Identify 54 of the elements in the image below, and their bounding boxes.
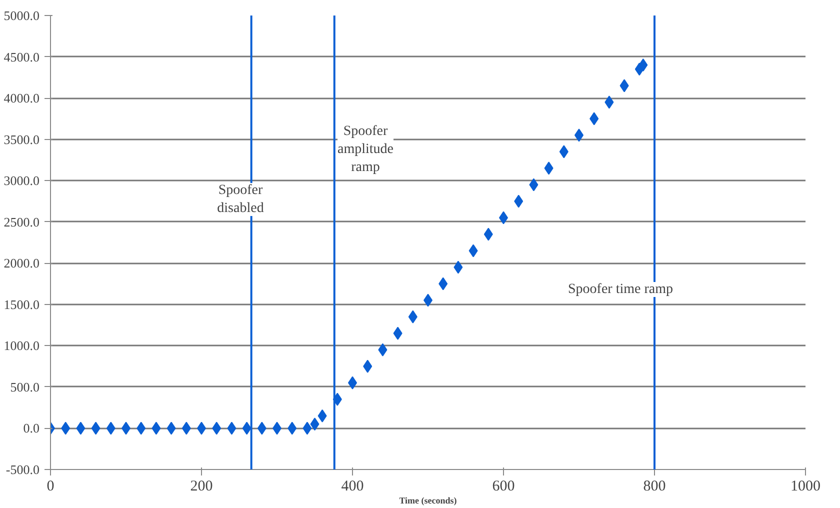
point	[136, 422, 146, 435]
point	[559, 145, 568, 158]
point	[454, 260, 463, 274]
y-tick-label: 2500.0	[4, 214, 40, 230]
point	[212, 422, 222, 435]
y-tick-label: 3500.0	[4, 132, 40, 147]
point	[604, 96, 614, 109]
x-tick-label: 800	[643, 478, 666, 494]
y-tick-label: 500.0	[10, 379, 40, 394]
point	[514, 194, 524, 208]
point	[288, 422, 297, 435]
y-tick-label: 4000.0	[4, 90, 40, 106]
point	[438, 277, 448, 290]
y-tick-label: 2000.0	[4, 256, 40, 271]
y-tick-label: 0.0	[23, 420, 40, 436]
annotation: Spoofer amplitude ramp	[338, 124, 394, 175]
point	[152, 422, 161, 435]
y-tick-label: 5000.0	[4, 8, 40, 23]
point	[242, 422, 252, 435]
y-tick-label: -500.0	[6, 462, 40, 477]
point	[106, 422, 116, 435]
point	[393, 326, 402, 340]
point	[310, 418, 320, 431]
y-tick-label: 4500.0	[4, 49, 40, 64]
x-axis-title: Time (seconds)	[399, 496, 457, 506]
point	[227, 422, 236, 435]
annotation: Spoofer time ramp	[568, 282, 673, 297]
x-tick-label: 200	[190, 478, 213, 494]
y-tick-label: 1500.0	[4, 296, 40, 312]
point	[544, 162, 554, 175]
x-tick-label: 600	[492, 478, 515, 494]
point	[590, 112, 599, 126]
point	[166, 422, 176, 435]
point	[76, 422, 86, 435]
y-tick-label: 3000.0	[4, 173, 40, 188]
point	[91, 422, 100, 435]
x-tick-label: 400	[341, 478, 364, 494]
y-tick-label: 1000.0	[4, 338, 40, 354]
point	[61, 422, 70, 435]
point	[182, 422, 191, 435]
point	[363, 360, 372, 373]
x-tick-label: 0	[46, 478, 54, 494]
x-tick-label: 1000	[790, 478, 820, 494]
point	[408, 310, 418, 324]
point	[529, 178, 538, 192]
point	[318, 409, 327, 422]
point	[468, 244, 478, 258]
point	[257, 422, 266, 435]
point	[484, 228, 493, 241]
point	[302, 422, 312, 435]
point	[378, 343, 388, 356]
point	[638, 58, 648, 72]
annotation: Spoofer disabled	[217, 183, 264, 216]
point	[620, 79, 629, 92]
